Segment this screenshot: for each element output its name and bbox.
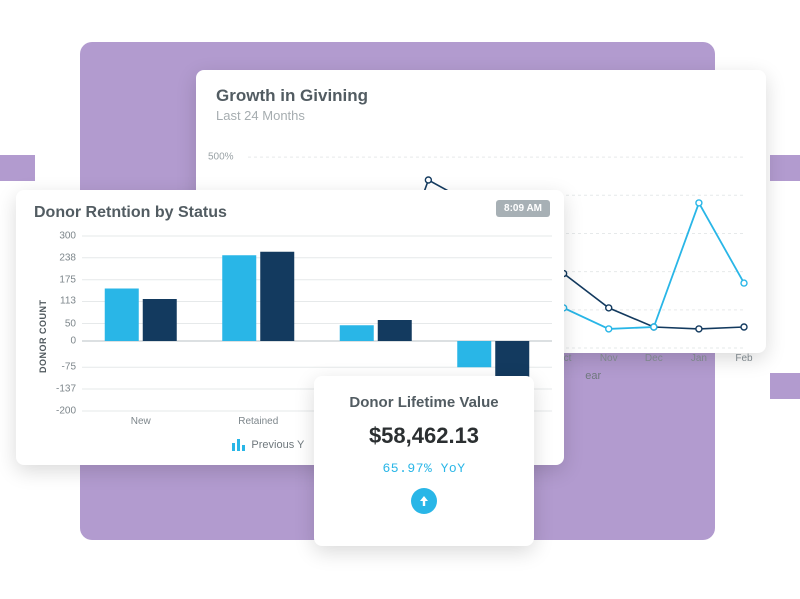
arrow-up-icon	[411, 488, 437, 514]
retention-title: Donor Retntion by Status	[34, 204, 546, 222]
growth-legend: ear	[585, 370, 601, 382]
growth-title: Growth in Givining	[216, 86, 746, 106]
kpi-card: Donor Lifetime Value $58,462.13 65.97% Y…	[314, 376, 534, 546]
retention-ytick: 0	[46, 336, 76, 347]
retention-legend-text: Previous Y	[251, 439, 304, 451]
kpi-yoy: 65.97% YoY	[330, 461, 518, 476]
retention-ytick: 300	[46, 231, 76, 242]
background-strip-left	[0, 155, 35, 181]
retention-ytick: 238	[46, 252, 76, 263]
retention-ytick: -200	[46, 406, 76, 417]
retention-ytick: 175	[46, 274, 76, 285]
kpi-value: $58,462.13	[330, 423, 518, 449]
retention-ytick: 113	[46, 296, 76, 307]
growth-xtick: Nov	[600, 353, 618, 364]
retention-ytick: -137	[46, 383, 76, 394]
background-strip-right-1	[770, 155, 800, 181]
growth-ytick: 500%	[208, 152, 234, 163]
retention-ytick: 50	[46, 318, 76, 329]
growth-xtick: Jan	[691, 353, 707, 364]
retention-xtick: Retained	[238, 416, 278, 427]
retention-ytick: -75	[46, 362, 76, 373]
retention-legend: Previous Y	[232, 439, 304, 451]
retention-xtick: New	[131, 416, 151, 427]
growth-xtick: Feb	[735, 353, 752, 364]
y-axis-title: DONOR COUNT	[38, 299, 48, 373]
time-badge: 8:09 AM	[496, 200, 550, 217]
background-strip-right-2	[770, 373, 800, 399]
growth-xtick: Dec	[645, 353, 663, 364]
kpi-title: Donor Lifetime Value	[330, 394, 518, 411]
growth-subtitle: Last 24 Months	[216, 108, 746, 123]
bar-chart-icon	[232, 439, 246, 451]
